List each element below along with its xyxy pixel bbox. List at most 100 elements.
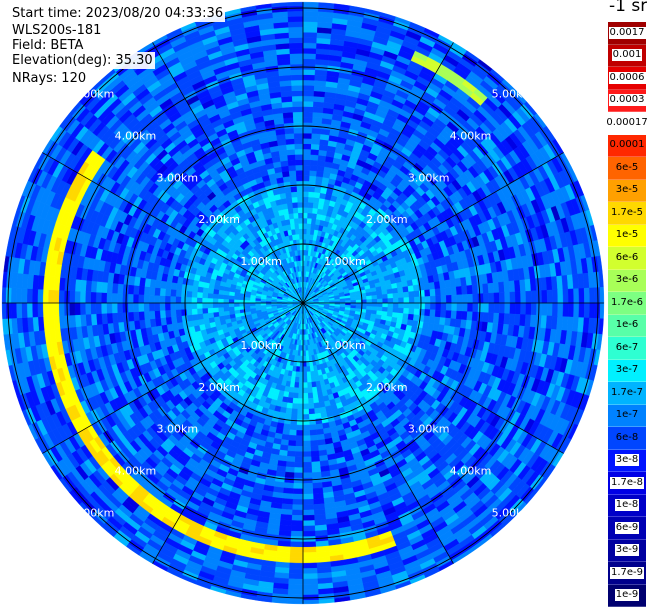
- range-gate-cell: [589, 287, 596, 304]
- range-gate-cell: [302, 498, 314, 505]
- range-gate-cell: [408, 308, 415, 315]
- range-gate-cell: [414, 302, 421, 310]
- range-gate-cell: [302, 546, 317, 553]
- range-gate-cell: [302, 557, 317, 564]
- range-gate-cell: [392, 302, 399, 309]
- range-gate-cell: [434, 288, 442, 297]
- range-gate-cell: [302, 111, 314, 118]
- beta-field: [1, 1, 605, 605]
- range-gate-cell: [293, 467, 304, 474]
- range-gate-cell: [514, 280, 521, 293]
- range-gate-cell: [302, 101, 314, 108]
- range-gate-cell: [288, 562, 304, 569]
- range-gate-cell: [302, 366, 307, 373]
- range-gate-cell: [424, 289, 431, 297]
- range-gate-cell: [477, 293, 484, 304]
- range-gate-cell: [391, 287, 399, 294]
- range-gate-cell: [397, 307, 404, 314]
- range-gate-cell: [294, 461, 304, 468]
- range-gate-cell: [311, 138, 321, 145]
- range-gate-cell: [461, 285, 468, 295]
- range-gate-cell: [430, 295, 436, 304]
- range-gate-cell: [295, 445, 304, 452]
- range-gate-cell: [283, 477, 295, 484]
- range-gate-cell: [302, 408, 310, 415]
- range-gate-cell: [286, 402, 293, 409]
- range-gate-cell: [350, 300, 357, 304]
- range-gate-cell: [355, 299, 362, 304]
- range-gate-cell: [299, 366, 304, 373]
- range-gate-cell: [302, 472, 313, 479]
- range-gate-cell: [309, 175, 317, 182]
- range-gate-cell: [302, 58, 316, 65]
- range-gate-cell: [302, 212, 308, 219]
- range-gate-cell: [440, 287, 447, 296]
- range-gate-cell: [541, 302, 548, 316]
- range-gate-cell: [445, 287, 452, 296]
- range-gate-cell: [296, 408, 304, 415]
- range-gate-cell: [376, 294, 383, 300]
- range-gate-cell: [289, 557, 304, 564]
- range-gate-cell: [403, 297, 410, 304]
- range-gate-cell: [287, 445, 296, 452]
- range-gate-cell: [290, 541, 304, 548]
- range-gate-cell: [292, 488, 304, 495]
- range-gate-cell: [306, 376, 312, 383]
- range-gate-cell: [562, 288, 569, 304]
- range-gate-cell: [366, 295, 373, 300]
- range-gate-cell: [423, 282, 430, 291]
- range-gate-cell: [293, 381, 300, 389]
- range-gate-cell: [302, 21, 318, 28]
- range-gate-cell: [286, 455, 296, 463]
- range-gate-cell: [387, 298, 394, 304]
- range-gate-cell: [308, 186, 316, 193]
- range-gate-cell: [472, 293, 479, 304]
- range-gate-cell: [302, 567, 318, 575]
- range-gate-cell: [503, 281, 511, 293]
- range-gate-cell: [477, 311, 484, 323]
- range-gate-cell: [302, 440, 311, 447]
- range-gate-cell: [525, 302, 532, 316]
- range-gate-cell: [305, 355, 310, 362]
- range-gate-cell: [530, 302, 537, 316]
- range-gate-cell: [504, 302, 511, 315]
- range-gate-cell: [202, 312, 209, 320]
- range-gate-cell: [493, 292, 500, 304]
- range-gate-cell: [488, 302, 495, 314]
- range-gate-cell: [451, 294, 458, 304]
- range-gate-cell: [291, 504, 304, 511]
- range-gate-cell: [302, 217, 308, 224]
- range-gate-cell: [387, 302, 394, 308]
- range-gate-cell: [403, 291, 410, 298]
- range-gate-cell: [314, 412, 322, 420]
- range-gate-cell: [440, 302, 447, 311]
- range-gate-cell: [302, 164, 311, 171]
- range-gate-cell: [302, 530, 316, 537]
- range-gate-cell: [508, 313, 516, 326]
- range-gate-cell: [302, 201, 309, 208]
- range-gate-cell: [309, 424, 317, 431]
- range-gate-cell: [302, 1, 319, 7]
- range-gate-cell: [398, 302, 405, 309]
- range-gate-cell: [311, 461, 321, 468]
- range-gate-cell: [477, 302, 484, 313]
- range-gate-cell: [313, 95, 325, 103]
- range-gate-cell: [313, 407, 321, 415]
- range-gate-cell: [514, 302, 521, 315]
- range-gate-cell: [307, 397, 314, 404]
- range-gate-cell: [302, 589, 319, 596]
- range-gate-cell: [306, 371, 311, 378]
- range-gate-cell: [302, 90, 315, 97]
- range-gate-cell: [308, 196, 315, 203]
- range-gate-cell: [435, 302, 442, 311]
- range-gate-cell: [471, 284, 479, 295]
- range-gate-cell: [302, 525, 316, 532]
- range-gate-cell: [487, 312, 495, 324]
- range-gate-cell: [520, 291, 527, 304]
- range-gate-cell: [413, 290, 420, 298]
- range-gate-cell: [482, 283, 489, 294]
- range-gate-cell: [307, 212, 313, 219]
- range-gate-cell: [445, 302, 452, 311]
- range-gate-cell: [302, 74, 316, 81]
- range-gate-cell: [583, 302, 590, 319]
